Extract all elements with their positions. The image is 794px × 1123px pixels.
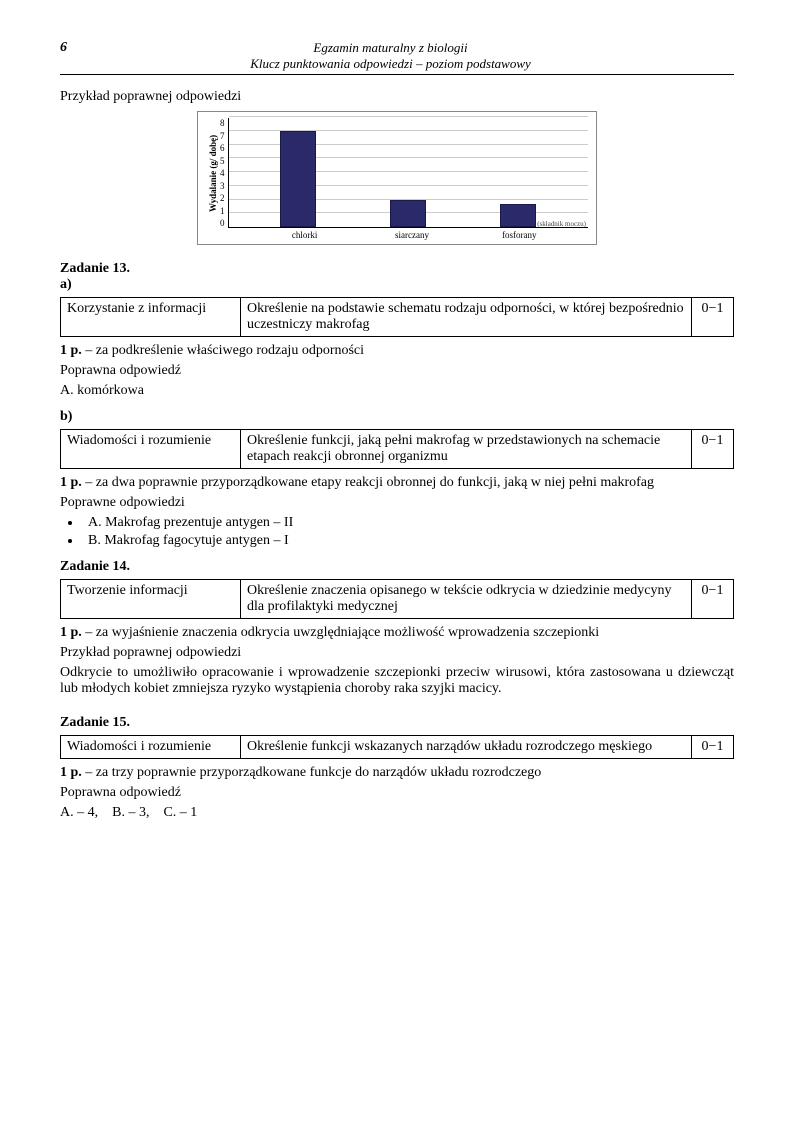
table-row: Wiadomości i rozumienie Określenie funkc… <box>61 736 734 759</box>
chart-x-axis: chlorki siarczany fosforany <box>236 228 588 240</box>
rubric-points: 0−1 <box>692 580 734 619</box>
task13-part-a: a) <box>60 277 734 293</box>
list-item: B. Makrofag fagocytuje antygen – I <box>82 533 734 549</box>
page-number: 6 <box>60 40 67 56</box>
task13a-table: Korzystanie z informacji Określenie na p… <box>60 297 734 337</box>
task15-table: Wiadomości i rozumienie Określenie funkc… <box>60 735 734 759</box>
rubric-description: Określenie funkcji, jaką pełni makrofag … <box>241 430 692 469</box>
task13b-answers-label: Poprawne odpowiedzi <box>60 495 734 511</box>
task13b-scoring: 1 p. – za dwa poprawnie przyporządkowane… <box>60 475 734 491</box>
task13-title: Zadanie 13. <box>60 261 734 277</box>
task15-title: Zadanie 15. <box>60 715 734 731</box>
task15-answer-label: Poprawna odpowiedź <box>60 785 734 801</box>
x-category: siarczany <box>382 230 442 240</box>
scoring-text: – za podkreślenie właściwego rodzaju odp… <box>82 343 364 358</box>
scoring-text: – za wyjaśnienie znaczenia odkrycia uwzg… <box>82 625 599 640</box>
rubric-category: Korzystanie z informacji <box>61 298 241 337</box>
task13a-scoring: 1 p. – za podkreślenie właściwego rodzaj… <box>60 343 734 359</box>
task13a-answer-text: A. komórkowa <box>60 383 734 399</box>
ytick: 3 <box>220 181 225 191</box>
scoring-text: – za trzy poprawnie przyporządkowane fun… <box>82 765 541 780</box>
ytick: 7 <box>220 131 225 141</box>
task13b-table: Wiadomości i rozumienie Określenie funkc… <box>60 429 734 469</box>
chart-y-axis-ticks: 0 1 2 3 4 5 6 7 8 <box>220 118 228 228</box>
chart-x-note: (składnik moczu) <box>537 220 586 228</box>
task14-title: Zadanie 14. <box>60 559 734 575</box>
excretion-bar-chart: Wydalanie (g/ dobę) 0 1 2 3 4 5 6 7 8 ch… <box>197 111 597 245</box>
ytick: 0 <box>220 218 225 228</box>
rubric-category: Wiadomości i rozumienie <box>61 430 241 469</box>
task14-example-text: Odkrycie to umożliwiło opracowanie i wpr… <box>60 665 734 697</box>
rubric-points: 0−1 <box>692 430 734 469</box>
chart-bar <box>280 131 316 227</box>
rubric-points: 0−1 <box>692 298 734 337</box>
chart-bar <box>500 204 536 227</box>
x-category: chlorki <box>275 230 335 240</box>
table-row: Tworzenie informacji Określenie znaczeni… <box>61 580 734 619</box>
scoring-text: – za dwa poprawnie przyporządkowane etap… <box>82 475 654 490</box>
ytick: 6 <box>220 143 225 153</box>
task14-example-label: Przykład poprawnej odpowiedzi <box>60 645 734 661</box>
rubric-category: Wiadomości i rozumienie <box>61 736 241 759</box>
task13a-answer-label: Poprawna odpowiedź <box>60 363 734 379</box>
task15-scoring: 1 p. – za trzy poprawnie przyporządkowan… <box>60 765 734 781</box>
chart-bar <box>390 200 426 228</box>
scoring-prefix: 1 p. <box>60 343 82 358</box>
task14-table: Tworzenie informacji Określenie znaczeni… <box>60 579 734 619</box>
scoring-prefix: 1 p. <box>60 765 82 780</box>
x-category: fosforany <box>489 230 549 240</box>
task13b-answer-list: A. Makrofag prezentuje antygen – II B. M… <box>82 515 734 549</box>
page-header: 6 Egzamin maturalny z biologii Klucz pun… <box>60 40 734 75</box>
rubric-description: Określenie funkcji wskazanych narządów u… <box>241 736 692 759</box>
header-title-line2: Klucz punktowania odpowiedzi – poziom po… <box>67 56 714 72</box>
ytick: 5 <box>220 156 225 166</box>
rubric-description: Określenie znaczenia opisanego w tekście… <box>241 580 692 619</box>
ytick: 2 <box>220 193 225 203</box>
header-title: Egzamin maturalny z biologii Klucz punkt… <box>67 40 714 72</box>
ytick: 1 <box>220 206 225 216</box>
ytick: 8 <box>220 118 225 128</box>
task13-part-b: b) <box>60 409 734 425</box>
rubric-category: Tworzenie informacji <box>61 580 241 619</box>
table-row: Korzystanie z informacji Określenie na p… <box>61 298 734 337</box>
scoring-prefix: 1 p. <box>60 625 82 640</box>
table-row: Wiadomości i rozumienie Określenie funkc… <box>61 430 734 469</box>
example-answer-label: Przykład poprawnej odpowiedzi <box>60 89 734 105</box>
rubric-description: Określenie na podstawie schematu rodzaju… <box>241 298 692 337</box>
list-item: A. Makrofag prezentuje antygen – II <box>82 515 734 531</box>
rubric-points: 0−1 <box>692 736 734 759</box>
ytick: 4 <box>220 168 225 178</box>
chart-container: Wydalanie (g/ dobę) 0 1 2 3 4 5 6 7 8 ch… <box>60 111 734 245</box>
header-title-line1: Egzamin maturalny z biologii <box>67 40 714 56</box>
chart-plot-area <box>228 118 589 228</box>
task15-answer-text: A. – 4, B. – 3, C. – 1 <box>60 805 734 821</box>
task14-scoring: 1 p. – za wyjaśnienie znaczenia odkrycia… <box>60 625 734 641</box>
scoring-prefix: 1 p. <box>60 475 82 490</box>
chart-y-axis-label: Wydalanie (g/ dobę) <box>206 118 220 228</box>
